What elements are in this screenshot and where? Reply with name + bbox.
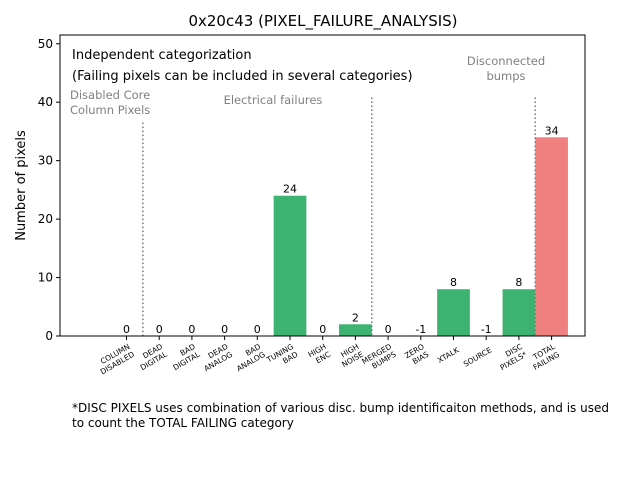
bar-value-label-13: 34 bbox=[545, 124, 559, 137]
bar-value-label-8: 0 bbox=[385, 323, 392, 336]
x-tick-label-13: TOTALFAILING bbox=[527, 342, 562, 372]
x-tick-label-3: DEADANALOG bbox=[198, 342, 234, 373]
bar-value-label-10: 8 bbox=[450, 276, 457, 289]
y-tick-label-10: 10 bbox=[38, 271, 53, 285]
separators-layer bbox=[142, 97, 536, 336]
annotation-disconnected: Disconnected bumps bbox=[467, 54, 545, 83]
x-tick-label-9: ZEROBIAS bbox=[403, 342, 430, 368]
annotation-disconnected-line: bumps bbox=[486, 69, 525, 83]
bar-value-label-7: 2 bbox=[352, 311, 359, 324]
bar-value-label-11: -1 bbox=[481, 323, 492, 336]
x-tick-label-2: BADDIGITAL bbox=[167, 342, 202, 373]
bar-10 bbox=[437, 289, 470, 336]
bars-layer: 0 0 0 0 0 24 0 2 0 -1 8 -1 8 34 bbox=[123, 124, 568, 336]
bar-value-label-1: 0 bbox=[156, 323, 163, 336]
annotation-disabled-core: Disabled Core Column Pixels bbox=[70, 88, 150, 117]
bar-value-label-9: -1 bbox=[415, 323, 426, 336]
y-axis-label: Number of pixels bbox=[14, 130, 29, 241]
annotation-disabled-core-line: Disabled Core bbox=[70, 88, 150, 102]
bar-value-label-0: 0 bbox=[123, 323, 130, 336]
x-tick-label-4: BADANALOG bbox=[231, 342, 267, 373]
bar-value-label-4: 0 bbox=[254, 323, 261, 336]
annotation-heading: Independent categorization bbox=[72, 48, 252, 63]
x-tick-label-6: HIGHENC bbox=[306, 342, 332, 367]
annotations-layer: Independent categorization (Failing pixel… bbox=[70, 48, 545, 117]
annotation-disconnected-line: Disconnected bbox=[467, 54, 545, 68]
y-tick-label-50: 50 bbox=[38, 37, 53, 51]
y-tick-label-0: 0 bbox=[45, 329, 53, 343]
x-tick-label-8: MERGEDBUMPS bbox=[360, 342, 398, 374]
y-tick-label-20: 20 bbox=[38, 212, 53, 226]
x-tick-label-1: DEADDIGITAL bbox=[134, 342, 169, 373]
x-tick-label-7: HIGHNOISE bbox=[336, 342, 365, 369]
bar-value-label-5: 24 bbox=[283, 183, 297, 196]
x-tick-label-11: SOURCE bbox=[462, 345, 494, 368]
x-tick-label-12: DISCPIXELS* bbox=[494, 342, 529, 372]
y-tick-label-40: 40 bbox=[38, 95, 53, 109]
bar-13 bbox=[535, 137, 568, 336]
bar-12 bbox=[502, 289, 536, 336]
annotation-subheading: (Failing pixels can be included in sever… bbox=[72, 69, 413, 84]
footnote: *DISC PIXELS uses combination of various… bbox=[72, 401, 638, 431]
bar-value-label-12: 8 bbox=[515, 276, 522, 289]
bar-value-label-3: 0 bbox=[221, 323, 228, 336]
annotation-electrical: Electrical failures bbox=[224, 93, 323, 107]
bar-5 bbox=[273, 195, 307, 336]
bar-value-label-2: 0 bbox=[188, 323, 195, 336]
bar-value-label-6: 0 bbox=[319, 323, 326, 336]
footnote-line-1: *DISC PIXELS uses combination of various… bbox=[72, 401, 609, 415]
annotation-disabled-core-line: Column Pixels bbox=[70, 103, 150, 117]
x-tick-label-0: COLUMNDISABLED bbox=[94, 342, 136, 377]
footnote-line-2: to count the TOTAL FAILING category bbox=[72, 416, 294, 430]
x-tick-label-10: XTALK bbox=[436, 345, 462, 365]
x-tick-label-5: TUNINGBAD bbox=[264, 342, 299, 373]
bar-7 bbox=[339, 324, 372, 336]
x-tick-label-line: XTALK bbox=[436, 345, 462, 365]
chart-title: 0x20c43 (PIXEL_FAILURE_ANALYSIS) bbox=[188, 12, 457, 31]
y-tick-label-30: 30 bbox=[38, 154, 53, 168]
x-tick-label-line: SOURCE bbox=[462, 345, 494, 368]
